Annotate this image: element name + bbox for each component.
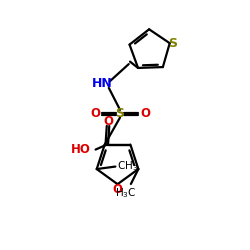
Text: H$_3$C: H$_3$C bbox=[115, 186, 137, 200]
Text: S: S bbox=[168, 37, 177, 50]
Text: S: S bbox=[116, 107, 124, 120]
Text: O: O bbox=[112, 183, 122, 196]
Text: O: O bbox=[104, 115, 114, 128]
Text: CH$_3$: CH$_3$ bbox=[116, 160, 138, 173]
Text: HO: HO bbox=[71, 143, 91, 156]
Text: O: O bbox=[140, 107, 150, 120]
Text: HN: HN bbox=[92, 78, 113, 90]
Text: O: O bbox=[90, 107, 100, 120]
